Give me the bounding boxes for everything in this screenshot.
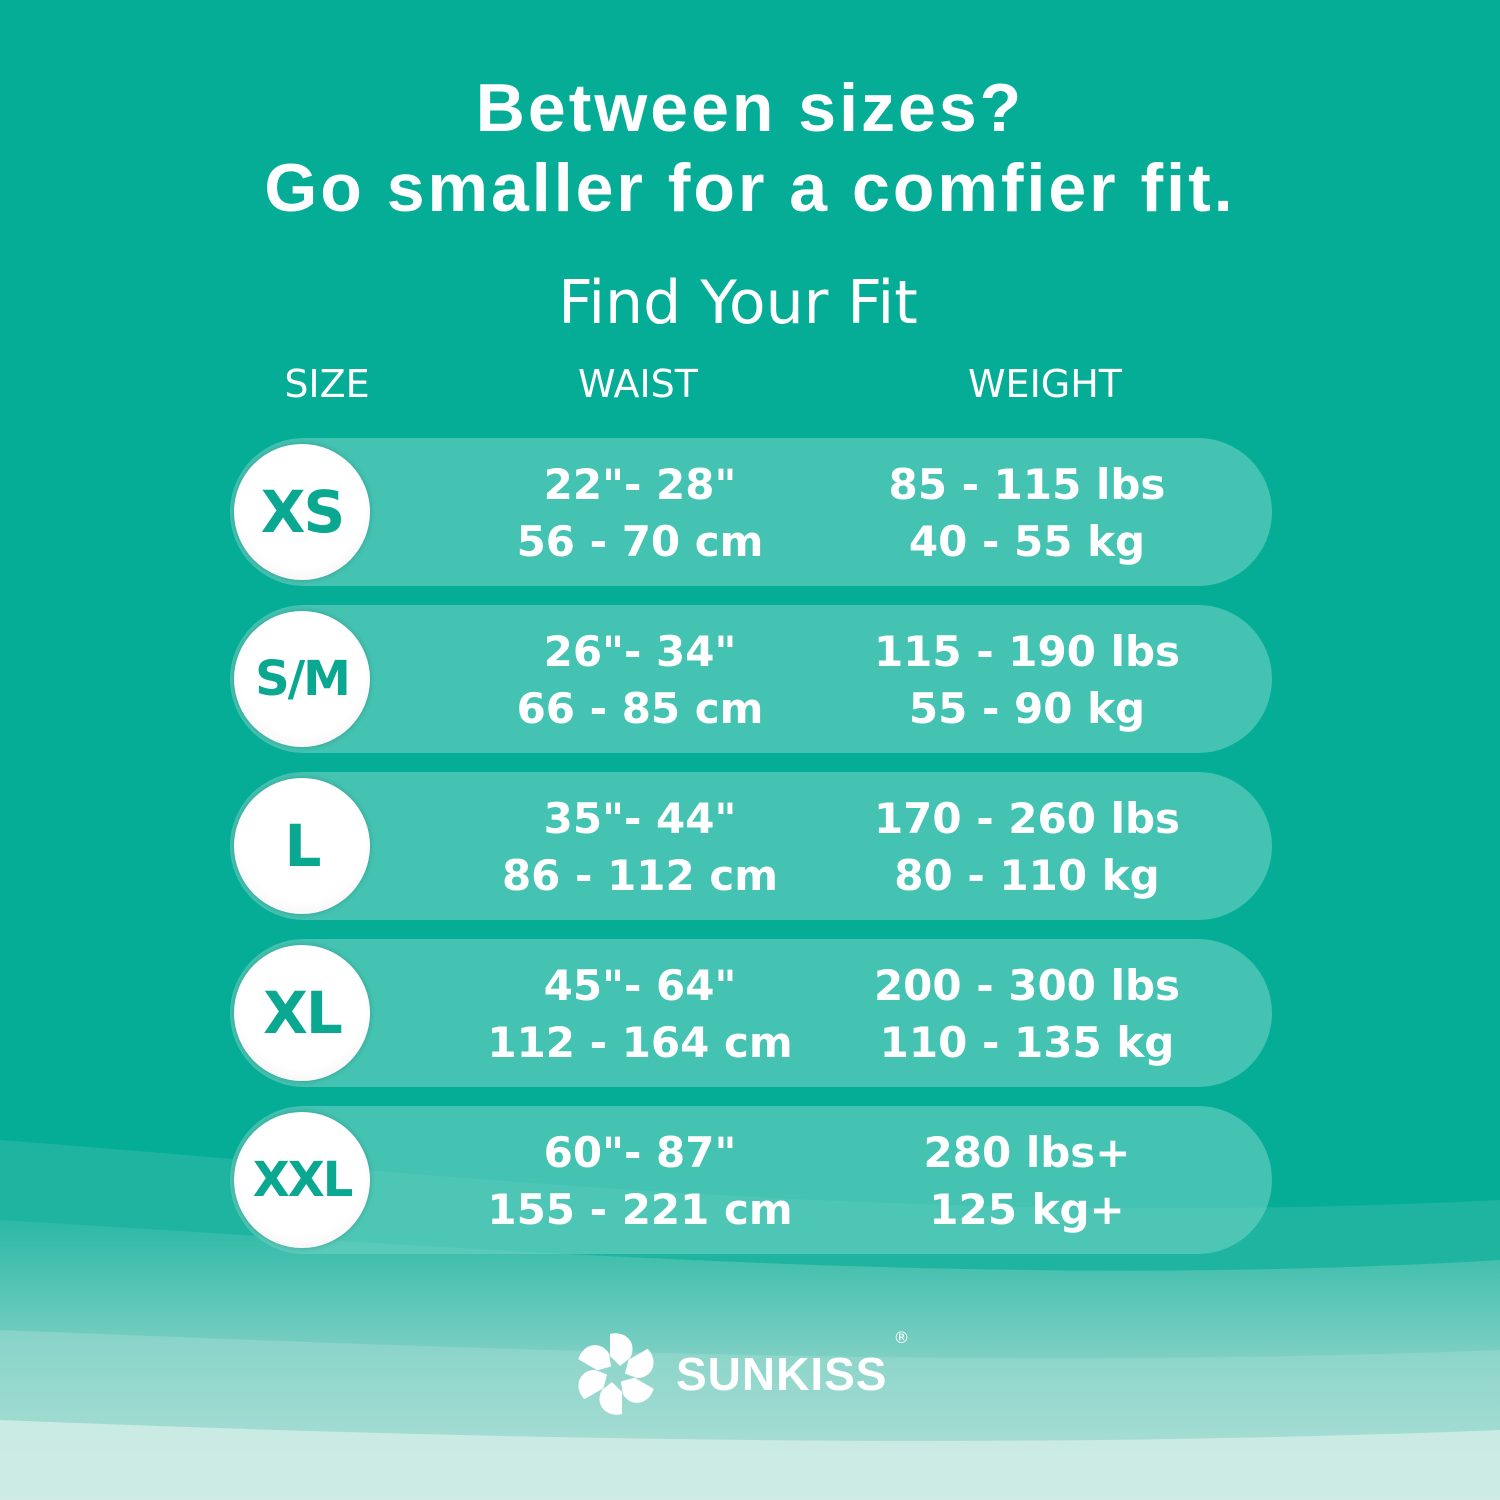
waist-cell: 60"- 87" 155 - 221 cm <box>487 1124 792 1238</box>
weight-cell: 280 lbs+ 125 kg+ <box>924 1124 1131 1238</box>
weight-lbs: 170 - 260 lbs <box>873 794 1181 843</box>
weight-kg: 55 - 90 kg <box>908 684 1146 733</box>
waist-cm: 56 - 70 cm <box>516 517 764 566</box>
weight-cell: 115 - 190 lbs 55 - 90 kg <box>874 623 1180 737</box>
waist-inches: 35"- 44" <box>543 794 737 843</box>
weight-lbs: 200 - 300 lbs <box>873 961 1181 1010</box>
column-header-size: SIZE <box>284 362 370 406</box>
headline-line-2: Go smaller for a comfier fit. <box>264 150 1236 226</box>
waist-inches: 60"- 87" <box>543 1128 737 1177</box>
weight-cell: 85 - 115 lbs 40 - 55 kg <box>889 456 1166 570</box>
waist-cm: 86 - 112 cm <box>501 851 779 900</box>
size-row-xl: XL 45"- 64" 112 - 164 cm 200 - 300 lbs 110… <box>230 939 1272 1087</box>
weight-kg: 40 - 55 kg <box>908 517 1146 566</box>
size-badge: XXL <box>234 1112 370 1248</box>
weight-lbs: 115 - 190 lbs <box>873 627 1181 676</box>
waist-cm: 66 - 85 cm <box>516 684 764 733</box>
waist-cm: 155 - 221 cm <box>487 1185 793 1234</box>
weight-cell: 200 - 300 lbs 110 - 135 kg <box>874 957 1180 1071</box>
size-badge: XS <box>234 444 370 580</box>
registered-mark: ® <box>893 1328 910 1347</box>
weight-kg: 110 - 135 kg <box>879 1018 1175 1067</box>
waist-cm: 112 - 164 cm <box>487 1018 793 1067</box>
headline-line-1: Between sizes? <box>475 70 1025 146</box>
weight-lbs: 85 - 115 lbs <box>888 460 1166 509</box>
size-row-l: L 35"- 44" 86 - 112 cm 170 - 260 lbs 80 - … <box>230 772 1272 920</box>
size-row-xs: XS 22"- 28" 56 - 70 cm 85 - 115 lbs 40 - 5… <box>230 438 1272 586</box>
brand-logo: SUNKISS ® <box>574 1328 909 1416</box>
weight-cell: 170 - 260 lbs 80 - 110 kg <box>874 790 1180 904</box>
flower-petal-star-icon <box>578 1333 654 1415</box>
size-badge: S/M <box>234 611 370 747</box>
waist-cell: 45"- 64" 112 - 164 cm <box>487 957 792 1071</box>
waist-cell: 22"- 28" 56 - 70 cm <box>517 456 764 570</box>
column-header-weight: WEIGHT <box>967 362 1123 406</box>
size-badge: XL <box>234 945 370 1081</box>
waist-cell: 26"- 34" 66 - 85 cm <box>517 623 764 737</box>
weight-lbs: 280 lbs+ <box>923 1128 1131 1177</box>
column-header-waist: WAIST <box>577 362 699 406</box>
waist-inches: 26"- 34" <box>543 627 737 676</box>
weight-kg: 125 kg+ <box>929 1185 1125 1234</box>
waist-inches: 22"- 28" <box>543 460 737 509</box>
subtitle: Find Your Fit <box>558 268 918 338</box>
weight-kg: 80 - 110 kg <box>894 851 1160 900</box>
size-row-xxl: XXL 60"- 87" 155 - 221 cm 280 lbs+ 125 kg+ <box>230 1106 1272 1254</box>
waist-inches: 45"- 64" <box>543 961 737 1010</box>
size-badge: L <box>234 778 370 914</box>
brand-name: SUNKISS <box>676 1348 888 1400</box>
size-row-sm: S/M 26"- 34" 66 - 85 cm 115 - 190 lbs 55 -… <box>230 605 1272 753</box>
waist-cell: 35"- 44" 86 - 112 cm <box>502 790 778 904</box>
